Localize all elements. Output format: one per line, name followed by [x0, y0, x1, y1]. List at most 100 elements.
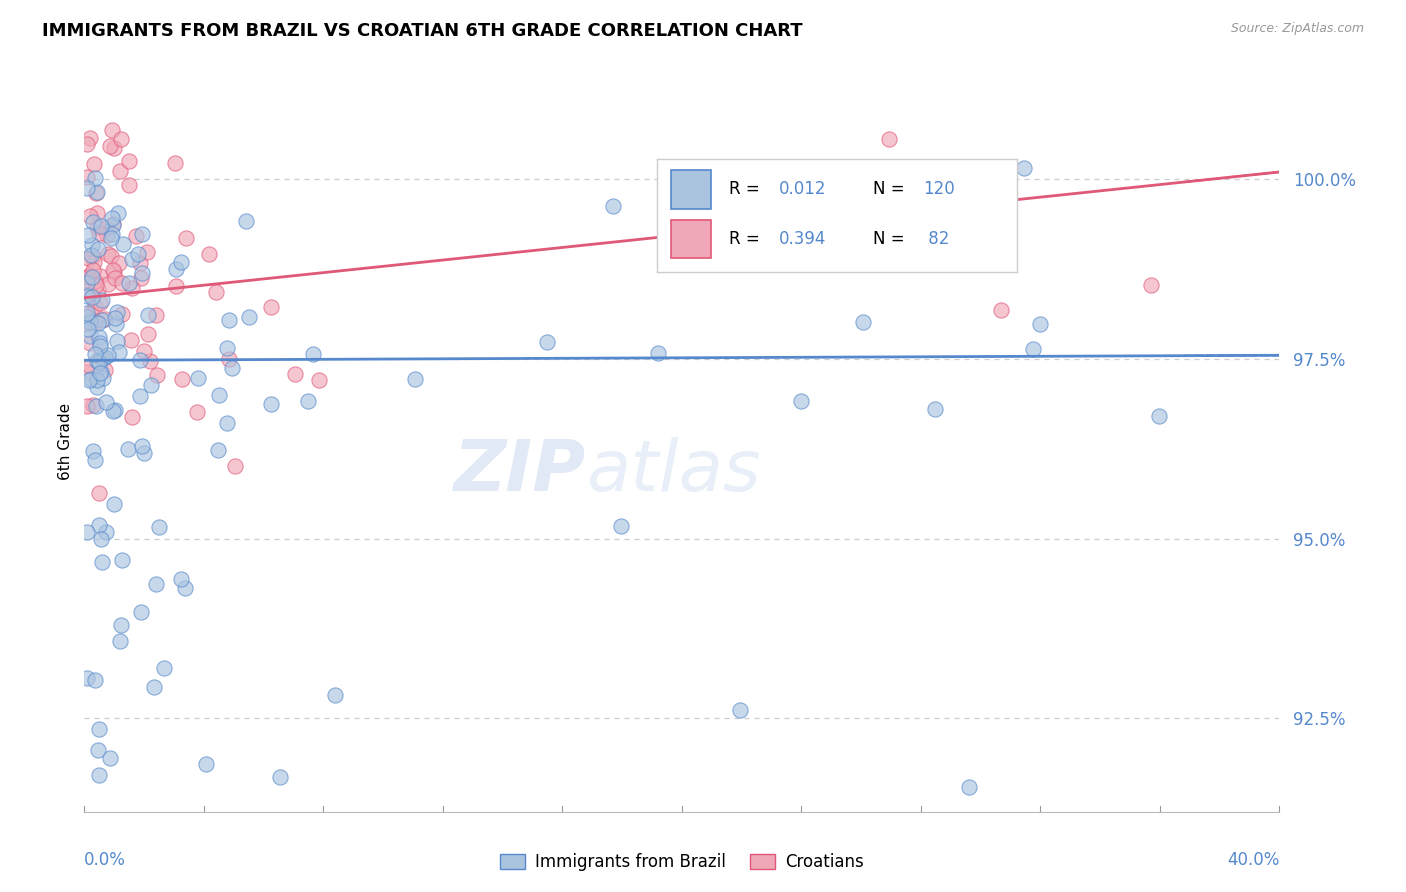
Point — [82, 290, 104, 304]
Point — [111, 553, 134, 567]
Point — [117, 178, 139, 193]
Point — [101, 217, 124, 231]
Point — [108, 634, 131, 648]
Point — [91, 371, 114, 385]
Point — [139, 353, 162, 368]
Point — [86, 380, 108, 394]
Point — [80, 238, 103, 252]
Point — [103, 265, 125, 279]
Point — [76, 365, 98, 379]
Point — [94, 221, 117, 235]
Point — [1022, 342, 1045, 356]
Point — [877, 132, 900, 146]
Point — [84, 347, 107, 361]
Point — [86, 316, 108, 330]
Point — [135, 244, 157, 259]
Point — [404, 372, 426, 386]
Point — [96, 525, 118, 540]
Point — [194, 757, 217, 772]
Point — [121, 409, 143, 424]
Point — [269, 770, 291, 784]
Point — [260, 301, 283, 315]
Point — [323, 688, 346, 702]
Point — [97, 246, 120, 260]
Point — [97, 348, 120, 362]
Point — [131, 439, 153, 453]
Bar — [671, 220, 711, 259]
Point — [101, 123, 124, 137]
Point — [852, 315, 875, 329]
Point — [110, 164, 132, 178]
Point — [77, 227, 100, 242]
Point — [94, 394, 117, 409]
Point — [100, 231, 122, 245]
Point — [90, 219, 112, 233]
Point — [790, 394, 813, 409]
Point — [990, 302, 1012, 317]
Point — [165, 279, 187, 293]
Text: 120: 120 — [924, 180, 955, 198]
Point — [101, 262, 124, 277]
Point — [77, 270, 100, 285]
Point — [128, 390, 150, 404]
Point — [198, 247, 221, 261]
Point — [76, 289, 98, 303]
Point — [647, 346, 669, 360]
Point — [77, 372, 100, 386]
Point — [87, 485, 110, 500]
Point — [297, 394, 319, 409]
Point — [139, 377, 162, 392]
Point — [125, 229, 148, 244]
Text: R =: R = — [728, 180, 765, 198]
Point — [205, 285, 228, 299]
Point — [105, 305, 128, 319]
Point — [187, 371, 209, 385]
Point — [100, 211, 122, 226]
Point — [131, 266, 153, 280]
Point — [86, 185, 108, 199]
Point — [129, 256, 152, 270]
Point — [101, 218, 124, 232]
Point — [111, 307, 134, 321]
Point — [76, 277, 98, 291]
Point — [82, 215, 104, 229]
Text: 82: 82 — [924, 230, 949, 248]
Point — [80, 306, 103, 320]
Point — [118, 277, 141, 291]
Point — [308, 373, 330, 387]
Point — [79, 268, 101, 282]
Point — [89, 339, 111, 353]
Point — [86, 373, 108, 387]
Point — [86, 353, 108, 368]
Point — [96, 228, 118, 243]
Y-axis label: 6th Grade: 6th Grade — [58, 403, 73, 480]
Point — [87, 743, 110, 757]
Point — [98, 138, 121, 153]
Point — [172, 371, 194, 385]
Point — [93, 351, 115, 365]
Point — [87, 355, 110, 369]
Point — [1012, 161, 1035, 175]
Point — [82, 443, 104, 458]
Point — [117, 442, 139, 456]
Point — [132, 344, 155, 359]
Point — [79, 131, 101, 145]
Point — [89, 366, 111, 380]
Point — [153, 661, 176, 675]
Point — [82, 249, 104, 263]
Point — [91, 555, 114, 569]
Point — [728, 702, 751, 716]
Point — [90, 348, 112, 362]
Point — [79, 248, 101, 262]
Point — [107, 334, 129, 348]
Point — [163, 155, 186, 169]
Point — [86, 219, 108, 234]
Point — [76, 321, 98, 335]
Point — [235, 213, 257, 227]
Point — [104, 310, 127, 325]
Point — [84, 399, 107, 413]
Point — [208, 388, 231, 402]
Point — [107, 255, 129, 269]
Point — [93, 350, 115, 364]
Point — [148, 520, 170, 534]
